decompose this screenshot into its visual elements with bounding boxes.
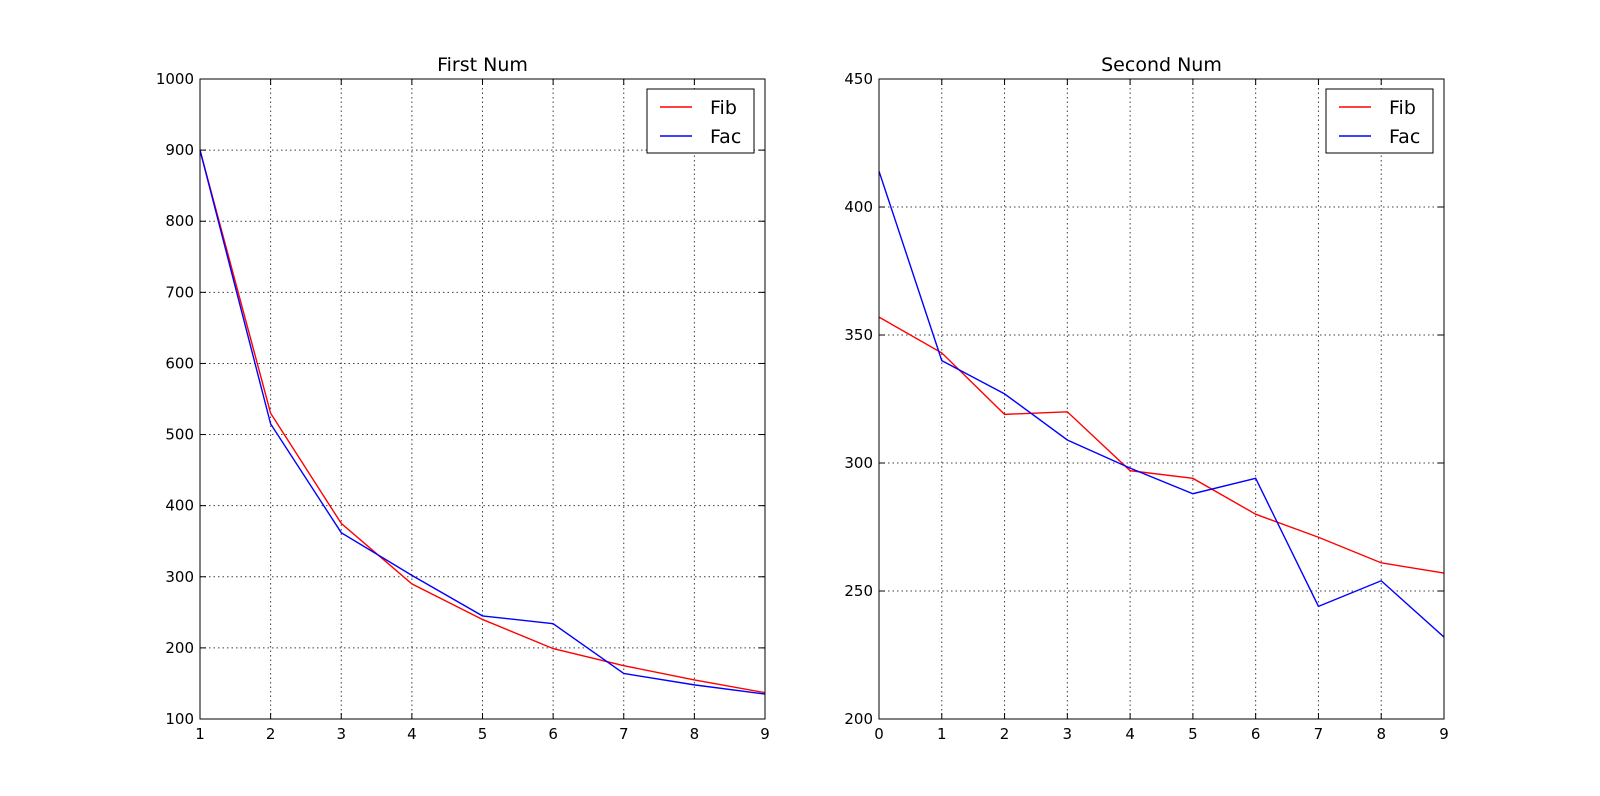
- y-tick-label: 350: [844, 326, 873, 344]
- y-tick-label: 700: [165, 283, 194, 301]
- legend-box: [646, 88, 755, 154]
- y-tick-label: 1000: [156, 70, 194, 88]
- chart-2: 0 1 2 3 4 5 6 7 8 9 200 250 300 350 400 450 Second Num Fi…: [844, 54, 1448, 743]
- y-tick-label: 600: [165, 354, 194, 372]
- legend-label-fib: Fib: [1389, 97, 1416, 119]
- chart-title: First Num: [437, 54, 528, 76]
- x-tick-label: 9: [760, 725, 770, 743]
- x-tick-label: 6: [548, 725, 558, 743]
- y-tick-label: 450: [844, 70, 873, 88]
- legend: Fib Fac: [1325, 88, 1434, 154]
- x-tick-label: 5: [478, 725, 488, 743]
- y-tick-label: 300: [165, 568, 194, 586]
- plot-area: [879, 79, 1444, 719]
- y-tick-label: 800: [165, 212, 194, 230]
- x-tick-label: 8: [690, 725, 700, 743]
- y-tick-label: 500: [165, 426, 194, 444]
- x-tick-label: 8: [1376, 725, 1386, 743]
- x-tick-label: 3: [1063, 725, 1073, 743]
- y-tick-label: 400: [165, 497, 194, 515]
- legend-label-fac: Fac: [1389, 126, 1420, 148]
- x-tick-label: 1: [195, 725, 205, 743]
- x-tick-label: 7: [619, 725, 629, 743]
- x-tick-label: 2: [1000, 725, 1010, 743]
- y-tick-label: 300: [844, 454, 873, 472]
- legend: Fib Fac: [646, 88, 755, 154]
- axes-frame: [878, 78, 1445, 720]
- x-tick-label: 2: [266, 725, 276, 743]
- y-tick-label: 200: [844, 710, 873, 728]
- y-tick-label: 200: [165, 639, 194, 657]
- x-tick-label: 4: [407, 725, 417, 743]
- chart-1: 1 2 3 4 5 6 7 8 9 100 200 300 400 500 600 700 800 900 1000…: [156, 54, 770, 743]
- y-tick-label: 400: [844, 198, 873, 216]
- x-tick-label: 4: [1125, 725, 1135, 743]
- x-tick-label: 6: [1251, 725, 1261, 743]
- x-tick-label: 3: [336, 725, 346, 743]
- series-line-fib: [199, 149, 766, 694]
- x-tick-label: 7: [1314, 725, 1324, 743]
- series-line-fac: [878, 170, 1445, 638]
- legend-box: [1325, 88, 1434, 154]
- chart-title: Second Num: [1101, 54, 1222, 76]
- y-tick-label: 250: [844, 582, 873, 600]
- x-tick-label: 1: [937, 725, 947, 743]
- series-line-fac: [199, 149, 766, 695]
- x-tick-label: 0: [874, 725, 884, 743]
- y-tick-label: 900: [165, 141, 194, 159]
- y-tick-label: 100: [165, 710, 194, 728]
- legend-label-fac: Fac: [710, 126, 741, 148]
- legend-label-fib: Fib: [710, 97, 737, 119]
- series-line-fib: [878, 316, 1445, 574]
- x-tick-label: 9: [1439, 725, 1449, 743]
- x-tick-label: 5: [1188, 725, 1198, 743]
